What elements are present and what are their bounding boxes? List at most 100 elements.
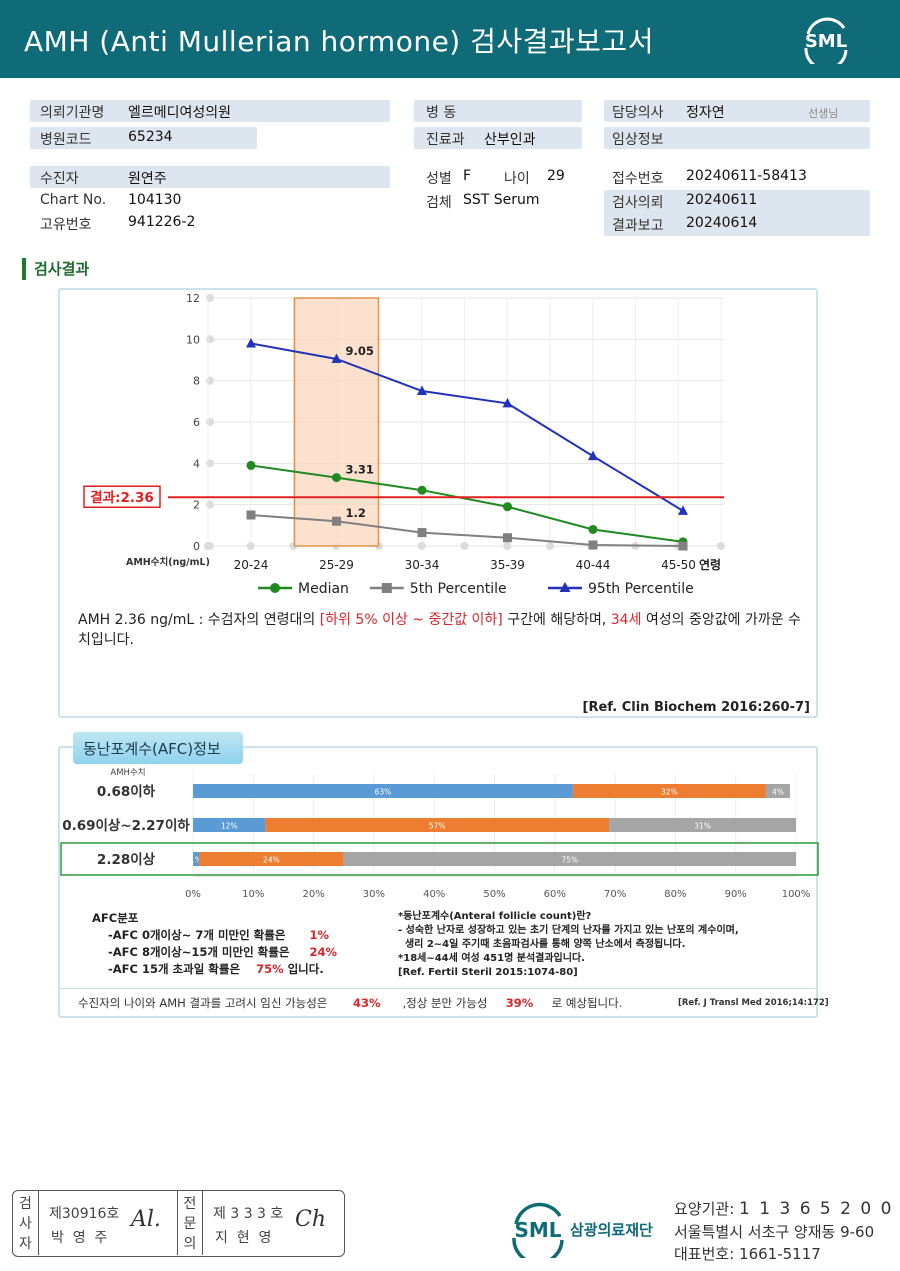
sex-age-row: 성별 F 나이 29 — [414, 166, 594, 188]
pregnancy-panel — [58, 988, 818, 1018]
desc-range: [하위 5% 이상 ~ 중간값 이하] — [319, 612, 503, 628]
series-point — [417, 385, 427, 395]
x-axis-dot — [503, 542, 512, 550]
x-axis-dot — [204, 542, 212, 550]
afc-note-4: *18세~44세 여성 451명 분석결과입니다. — [398, 953, 585, 964]
y-tick-label: 6 — [193, 416, 200, 429]
examiner-cell: 제30916호 박 영 주 — [49, 1191, 179, 1255]
specimen-value: SST Serum — [463, 192, 540, 208]
examiner-col-char: 자 — [19, 1236, 32, 1252]
x-axis-dot — [717, 542, 725, 550]
afc-dist: AFC분포 -AFC 0개이상~ 7개 미만인 확률은 1% -AFC 8개이상… — [92, 910, 337, 978]
afc-dist-pct: 24% — [309, 945, 337, 959]
series-point — [588, 540, 598, 550]
legend-marker — [559, 582, 571, 592]
examiner-col-label: 검 사 자 — [13, 1191, 39, 1255]
legend-marker — [270, 583, 280, 593]
sex-value: F — [463, 168, 472, 184]
clinical-row: 임상정보 — [604, 127, 870, 149]
footer-logo-text: SML — [514, 1218, 561, 1242]
specialist-col-char: 전 — [183, 1196, 197, 1212]
examiner-col-char: 검 — [19, 1196, 32, 1212]
ward-label: 병 동 — [426, 105, 457, 121]
section-title: 검사결과 — [22, 258, 89, 280]
doctor-value: 정자연 — [686, 105, 725, 121]
sml-footer-logo-icon: SML — [512, 1202, 564, 1258]
series-point — [678, 541, 688, 551]
series-line — [250, 342, 684, 512]
y-tick-label: 2 — [193, 499, 200, 512]
receipt-label: 접수번호 — [612, 171, 664, 187]
x-tick-label: 35-39 — [490, 558, 525, 572]
afc-dist-text: -AFC 0개이상~ 7개 미만인 확률은 — [108, 928, 286, 942]
institution-label: 의뢰기관명 — [40, 105, 105, 121]
result-label-box — [83, 485, 161, 508]
series-point — [417, 528, 427, 538]
series-point — [588, 524, 598, 534]
series-point — [417, 485, 427, 495]
institution-value: 엘르메디여성의원 — [128, 105, 232, 121]
request-label: 검사의뢰 — [612, 195, 664, 211]
desc-part3: 구간에 해당하며, — [502, 612, 611, 628]
dept-value: 산부인과 — [484, 132, 536, 148]
y-tick-label: 4 — [193, 457, 200, 470]
series-line — [250, 464, 684, 543]
specialist-col-char: 문 — [183, 1216, 197, 1232]
org-code: 1 1 3 6 5 2 0 0 — [739, 1199, 894, 1219]
x-axis-dot — [417, 542, 426, 550]
desc-part1: AMH 2.36 ng/mL : 수검자의 연령대의 — [78, 612, 320, 628]
series-point — [246, 460, 256, 470]
afc-dist-line-2: -AFC 8개이상~15개 미만인 확률은 24% — [92, 944, 337, 961]
specialist-col-char: 의 — [183, 1236, 197, 1252]
amh-chart: 0 2 4 6 8 10 12 20-24 25-29 30-34 35-39 40-44 45-50 연… — [83, 292, 725, 597]
x-axis-dot — [546, 542, 554, 550]
afc-note-3: 생리 2~4일 주기때 초음파검사를 통해 양쪽 난소에서 측정됩니다. — [398, 939, 686, 950]
id-row: 고유번호 941226-2 — [30, 212, 390, 234]
pregnancy-text-2: ,정상 분만 가능성 — [402, 996, 488, 1010]
y-axis-dot — [206, 459, 214, 468]
y-axis-dot — [206, 500, 214, 509]
afc-dist-line-1: -AFC 0개이상~ 7개 미만인 확률은 1% — [92, 927, 337, 944]
series-point — [332, 516, 341, 526]
y-axis-dot — [206, 335, 214, 344]
chart-no-value: 104130 — [128, 192, 182, 208]
sml-logo-icon: SML — [804, 17, 848, 64]
y-tick-label: 10 — [186, 333, 200, 346]
patient-value: 원연주 — [128, 171, 167, 187]
age-label: 나이 — [504, 171, 530, 187]
series-point — [503, 533, 512, 543]
afc-dist-title: AFC분포 — [92, 911, 139, 925]
x-tick-label: 25-29 — [319, 558, 354, 572]
legend-marker — [381, 583, 392, 593]
series-point — [588, 450, 598, 461]
pregnancy-pct-1: 43% — [352, 996, 381, 1010]
org-name: 삼광의료재단 — [570, 1221, 653, 1239]
afc-dist-pct: 75% — [256, 962, 284, 976]
examiner-name: 박 영 주 — [51, 1230, 108, 1246]
afc-dist-text: -AFC 15개 초과일 확률은 — [108, 962, 241, 976]
examiner-signature: Al. — [131, 1207, 161, 1232]
specialist-name: 지 현 영 — [215, 1230, 272, 1246]
chart-no-row: Chart No. 104130 — [30, 190, 390, 212]
report-value: 20240614 — [686, 215, 758, 231]
pregnancy-line: 수진자의 나이와 AMH 결과를 고려시 임신 가능성은 43% ,정상 분만 … — [78, 995, 622, 1011]
dept-row: 진료과 산부인과 — [414, 127, 582, 149]
afc-dist-line-3: -AFC 15개 초과일 확률은 75% 입니다. — [92, 961, 337, 978]
specimen-label: 검체 — [426, 195, 452, 211]
y-axis-dot — [206, 418, 214, 426]
series-point — [246, 337, 256, 348]
request-value: 20240611 — [686, 192, 758, 208]
afc-note-2: - 성숙한 난자로 성장하고 있는 초기 단계의 난자를 가지고 있는 난포의 … — [398, 925, 739, 936]
sex-label: 성별 — [426, 171, 452, 187]
x-tick-label: 30-34 — [405, 558, 440, 572]
org-code-label: 요양기관: — [674, 1200, 740, 1218]
series-point — [502, 397, 513, 408]
series-point — [332, 473, 341, 483]
patient-row: 수진자 원연주 — [30, 166, 390, 188]
pregnancy-text-1: 수진자의 나이와 AMH 결과를 고려시 임신 가능성은 — [78, 996, 328, 1010]
chart-panel — [58, 288, 818, 718]
afc-tab: 동난포계수(AFC)정보 — [73, 732, 243, 764]
examiner-col-char: 사 — [19, 1216, 32, 1232]
series-point — [246, 510, 256, 520]
ward-row: 병 동 — [414, 100, 582, 122]
